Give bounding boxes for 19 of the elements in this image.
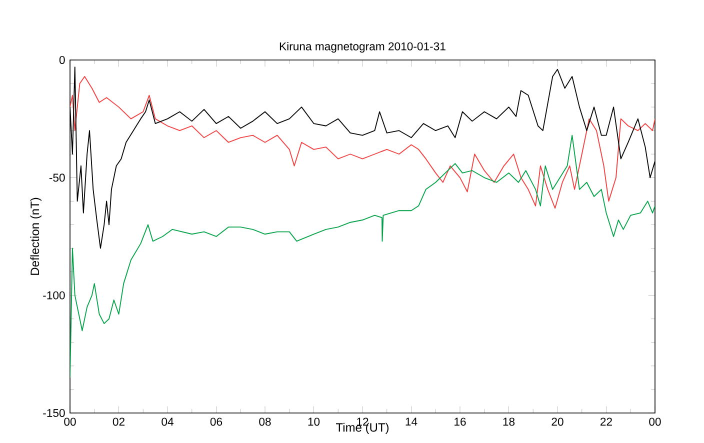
- x-tick-label: 20: [552, 418, 564, 426]
- chart-title: Kiruna magnetogram 2010-01-31: [280, 42, 446, 53]
- x-tick-label: 22: [600, 418, 612, 426]
- x-tick-label: 14: [406, 418, 418, 426]
- x-tick-label: 18: [503, 418, 515, 426]
- x-tick-label: 06: [210, 418, 222, 426]
- x-tick-label: 00: [649, 418, 661, 426]
- y-tick-label: -50: [49, 174, 65, 182]
- y-tick-label: -100: [43, 291, 65, 300]
- y-tick-label: -150: [43, 408, 65, 417]
- y-axis-title: Deflection (nT): [30, 198, 42, 275]
- x-tick-label: 04: [162, 418, 174, 426]
- x-tick-label: 02: [112, 418, 124, 426]
- x-tick-label: 10: [308, 418, 320, 426]
- x-tick-label: 08: [259, 418, 271, 426]
- x-tick-label: 16: [454, 418, 466, 426]
- line-series: [70, 76, 655, 209]
- x-tick-label: 00: [64, 418, 76, 426]
- y-tick-label: 0: [59, 56, 65, 64]
